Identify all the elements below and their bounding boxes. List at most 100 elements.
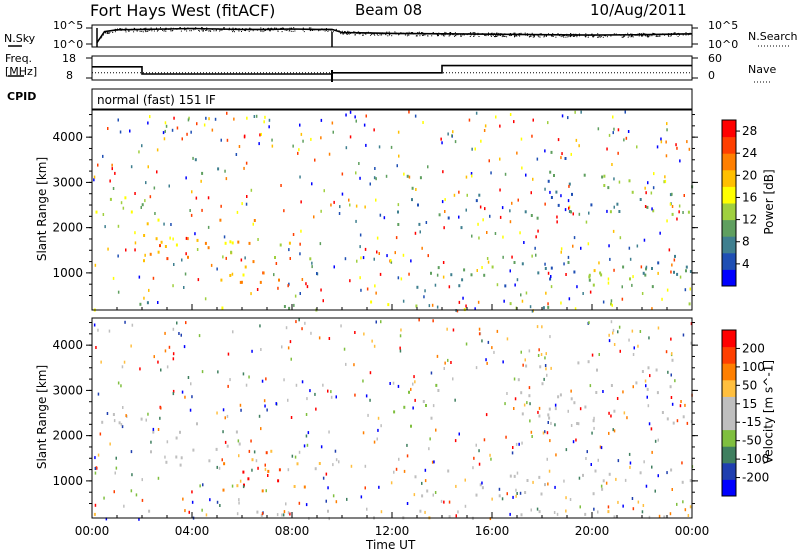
nsky-sample — [165, 28, 167, 30]
heatmap-speckle — [359, 245, 361, 249]
nsky-sample — [664, 34, 666, 36]
heatmap-speckle — [373, 176, 376, 180]
heatmap-speckle — [111, 163, 113, 167]
heatmap-speckle — [451, 134, 453, 138]
heatmap-speckle — [425, 221, 428, 224]
heatmap-speckle — [355, 204, 358, 208]
heatmap-speckle — [465, 175, 468, 179]
nsky-sample — [281, 28, 283, 30]
heatmap-cell — [470, 273, 473, 277]
nsky-sample — [406, 32, 408, 34]
nsky-sample — [218, 28, 220, 30]
heatmap-speckle — [283, 378, 285, 382]
nsky-sample — [382, 33, 384, 35]
heatmap-speckle — [117, 254, 119, 258]
heatmap-speckle — [621, 285, 623, 289]
heatmap-cell — [582, 473, 584, 477]
heatmap-speckle — [628, 246, 631, 250]
nsky-sample — [514, 35, 516, 37]
heatmap-speckle — [446, 327, 448, 331]
heatmap-speckle — [113, 419, 116, 423]
heatmap-speckle — [535, 235, 537, 239]
heatmap-speckle — [389, 382, 391, 385]
heatmap-cell — [146, 301, 149, 305]
nsky-sample — [533, 36, 535, 38]
heatmap-speckle — [429, 437, 431, 441]
nsky-sample — [597, 34, 599, 36]
heatmap-speckle — [248, 449, 251, 453]
heatmap-speckle — [550, 421, 552, 425]
heatmap-cell — [549, 170, 552, 174]
heatmap-speckle — [164, 331, 166, 335]
heatmap-speckle — [458, 190, 460, 194]
heatmap-speckle — [590, 463, 592, 466]
heatmap-speckle — [293, 303, 295, 307]
heatmap-speckle — [598, 353, 600, 356]
heatmap-speckle — [671, 263, 673, 267]
nsky-sample — [538, 36, 540, 38]
heatmap-speckle — [367, 413, 369, 417]
heatmap-speckle — [499, 188, 501, 192]
heatmap-speckle — [287, 398, 289, 402]
heatmap-speckle — [622, 390, 624, 394]
heatmap-speckle — [475, 111, 478, 115]
heatmap-cell — [231, 241, 234, 245]
heatmap-speckle — [679, 275, 682, 279]
heatmap-speckle — [412, 382, 414, 386]
heatmap-speckle — [271, 144, 274, 148]
nsky-sample — [490, 35, 492, 37]
heatmap-cell — [548, 407, 551, 411]
colorbar-tick-label: -200 — [742, 471, 769, 485]
heatmap-cell — [166, 257, 169, 261]
nsky-sample — [494, 34, 496, 36]
heatmap-speckle — [306, 285, 309, 289]
heatmap-speckle — [538, 348, 540, 352]
heatmap-speckle — [629, 465, 631, 469]
heatmap-speckle — [307, 431, 310, 435]
nsky-sample — [500, 33, 502, 35]
heatmap-cell — [592, 492, 595, 496]
heatmap-speckle — [163, 137, 166, 141]
heatmap-speckle — [196, 122, 198, 126]
nsky-sample — [303, 31, 305, 33]
nsky-sample — [280, 27, 282, 29]
nsky-sample — [164, 28, 166, 30]
heatmap-cell — [152, 430, 155, 434]
nsky-sample — [442, 34, 444, 36]
heatmap-speckle — [422, 121, 424, 124]
heatmap-speckle — [688, 147, 691, 151]
heatmap-cell — [583, 173, 586, 177]
time-tick-label: 12:00 — [375, 524, 410, 538]
nsky-sample — [569, 36, 571, 38]
noise-plot — [8, 27, 790, 47]
heatmap-cell — [622, 265, 625, 269]
freq-tick-low: 8 — [66, 69, 73, 82]
heatmap-speckle — [639, 330, 642, 333]
heatmap-speckle — [541, 325, 543, 329]
heatmap-speckle — [233, 117, 235, 121]
nsky-sample — [535, 34, 537, 36]
heatmap-speckle — [657, 438, 659, 442]
heatmap-cell — [554, 407, 557, 411]
nsky-sample — [526, 33, 528, 35]
heatmap-speckle — [112, 276, 115, 280]
nsky-sample — [454, 32, 456, 34]
heatmap-speckle — [531, 254, 533, 258]
heatmap-speckle — [141, 144, 143, 148]
heatmap-speckle — [415, 188, 417, 191]
nsky-sample — [141, 30, 143, 32]
heatmap-speckle — [139, 367, 141, 371]
heatmap-speckle — [163, 222, 165, 226]
heatmap-speckle — [666, 471, 668, 475]
nsky-sample — [365, 32, 367, 34]
heatmap-speckle — [189, 408, 192, 412]
nsky-sample — [370, 34, 372, 36]
colorbar-tick-label: 100 — [742, 360, 765, 374]
heatmap-speckle — [656, 145, 659, 149]
heatmap-speckle — [525, 173, 527, 177]
heatmap-speckle — [588, 321, 590, 325]
nsearch-label: N.Search — [748, 30, 798, 43]
nsky-sample — [270, 27, 272, 29]
nsky-sample — [338, 31, 340, 33]
heatmap-speckle — [483, 129, 486, 132]
